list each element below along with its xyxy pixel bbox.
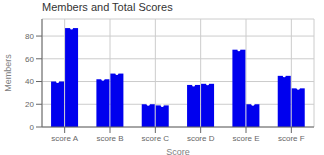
html-text:Members and Total Scores: Members and Total Scores xyxy=(42,1,173,13)
svg-text:20: 20 xyxy=(25,100,34,109)
svg-text:score C: score C xyxy=(142,134,170,143)
svg-text:Members: Members xyxy=(8,54,13,92)
svg-text:score F: score F xyxy=(278,134,305,143)
svg-text:score D: score D xyxy=(187,134,215,143)
svg-text:score E: score E xyxy=(232,134,259,143)
svg-text:60: 60 xyxy=(25,55,34,64)
svg-text:0: 0 xyxy=(30,123,35,132)
svg-text:40: 40 xyxy=(25,77,34,86)
svg-text:score B: score B xyxy=(96,134,123,143)
svg-text:Score: Score xyxy=(166,147,190,155)
svg-text:score A: score A xyxy=(51,134,78,143)
svg-text:80: 80 xyxy=(25,32,34,41)
